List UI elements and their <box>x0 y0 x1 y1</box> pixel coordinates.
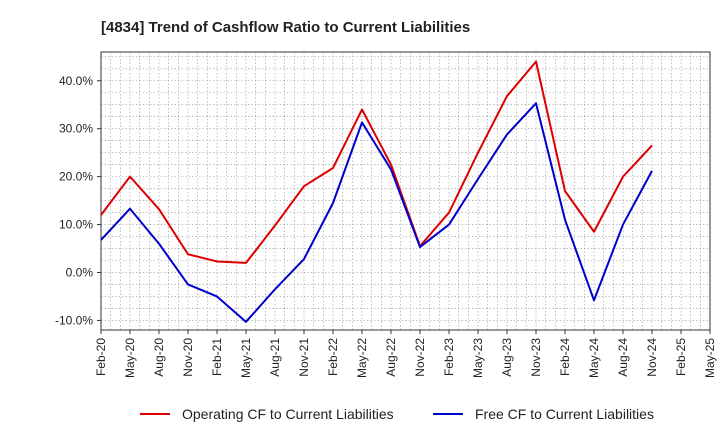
x-tick-label: Nov-24 <box>645 338 659 377</box>
x-tick-label: Nov-21 <box>297 338 311 377</box>
legend-label: Free CF to Current Liabilities <box>475 406 654 422</box>
x-tick-label: May-23 <box>471 338 485 378</box>
x-tick-label: Feb-25 <box>674 338 688 376</box>
x-tick-label: Feb-22 <box>326 338 340 376</box>
x-tick-label: Feb-23 <box>442 338 456 376</box>
x-tick-label: Feb-20 <box>94 338 108 376</box>
chart-title: [4834] Trend of Cashflow Ratio to Curren… <box>101 19 470 36</box>
legend: Operating CF to Current Liabilities Free … <box>140 406 654 422</box>
x-tick-label: May-22 <box>355 338 369 378</box>
x-tick-label: Aug-23 <box>500 338 514 377</box>
x-tick-label: Nov-20 <box>181 338 195 377</box>
x-axis: Feb-20 May-20 Aug-20 Nov-20 Feb-21 May-21 Aug-… <box>94 330 717 378</box>
x-tick-label: Aug-20 <box>152 338 166 377</box>
x-tick-label: Nov-23 <box>529 338 543 377</box>
x-tick-label: Aug-22 <box>384 338 398 377</box>
y-tick-label: 30.0% <box>59 122 93 136</box>
x-tick-label: Nov-22 <box>413 338 427 377</box>
plot-area <box>100 51 711 331</box>
y-tick-label: 40.0% <box>59 74 93 88</box>
series-line-1 <box>100 60 653 264</box>
grid-layer <box>101 52 710 330</box>
y-tick-label: 20.0% <box>59 170 93 184</box>
y-tick-label: -10.0% <box>55 313 93 327</box>
x-tick-label: Aug-21 <box>268 338 282 377</box>
x-tick-label: Feb-24 <box>558 338 572 376</box>
x-tick-label: May-21 <box>239 338 253 378</box>
series-line-2 <box>100 102 653 323</box>
series-layer <box>100 60 653 323</box>
x-tick-label: May-20 <box>123 338 137 378</box>
y-tick-label: 0.0% <box>66 265 94 279</box>
x-tick-label: May-24 <box>587 338 601 378</box>
x-tick-label: Feb-21 <box>210 338 224 376</box>
legend-label: Operating CF to Current Liabilities <box>182 406 394 422</box>
y-tick-label: 10.0% <box>59 218 93 232</box>
x-tick-label: May-25 <box>703 338 717 378</box>
y-axis: -10.0% 0.0% 10.0% 20.0% 30.0% 40.0% <box>55 74 101 327</box>
x-tick-label: Aug-24 <box>616 338 630 377</box>
